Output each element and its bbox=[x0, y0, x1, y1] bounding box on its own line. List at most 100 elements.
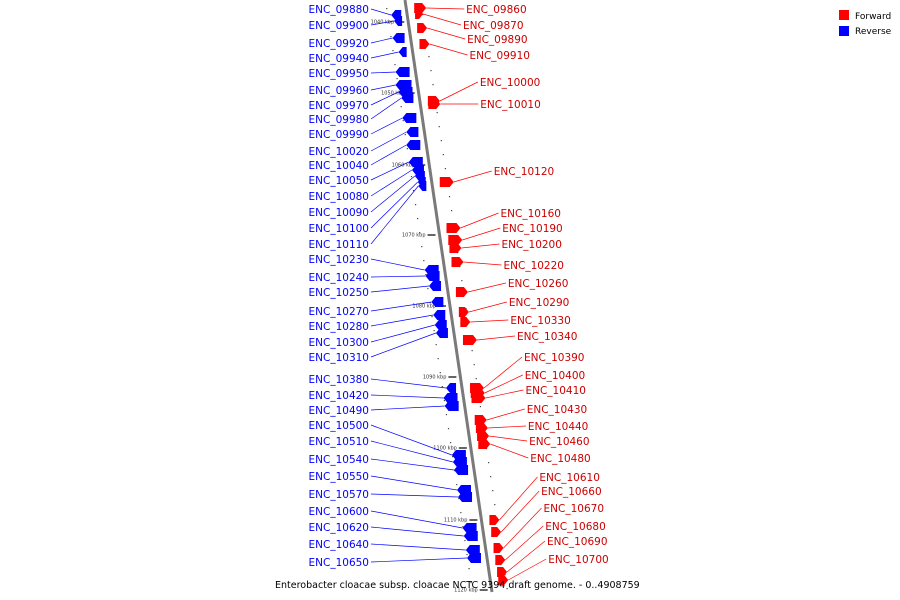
minor-tick bbox=[448, 196, 451, 198]
minor-tick bbox=[396, 78, 398, 80]
reverse-gene-arrow bbox=[431, 297, 444, 307]
minor-tick bbox=[431, 316, 433, 318]
minor-tick bbox=[444, 168, 447, 170]
reverse-gene-label: ENC_10040 bbox=[309, 160, 369, 172]
reverse-gene-label: ENC_09970 bbox=[309, 100, 369, 112]
reverse-gene-label: ENC_10550 bbox=[309, 471, 369, 483]
forward-gene-label: ENC_10480 bbox=[530, 453, 590, 465]
minor-tick bbox=[428, 56, 430, 58]
reverse-connector-line bbox=[370, 20, 395, 26]
forward-connector-line bbox=[467, 282, 506, 293]
forward-connector-line bbox=[429, 43, 468, 56]
reverse-gene-arrow bbox=[462, 523, 477, 533]
minor-tick bbox=[494, 504, 496, 506]
minor-tick bbox=[452, 456, 454, 458]
forward-gene-arrow bbox=[495, 555, 506, 565]
forward-gene-arrow bbox=[439, 177, 454, 187]
reverse-connector-line bbox=[370, 131, 407, 152]
forward-connector-line bbox=[499, 476, 538, 521]
reverse-gene-label: ENC_10050 bbox=[309, 175, 369, 187]
minor-tick bbox=[400, 106, 402, 108]
forward-gene-arrow bbox=[419, 39, 430, 49]
minor-tick bbox=[425, 274, 427, 276]
forward-gene-label: ENC_10430 bbox=[527, 404, 587, 416]
minor-tick bbox=[394, 64, 396, 66]
reverse-gene-label: ENC_10280 bbox=[309, 321, 369, 333]
forward-gene-label: ENC_10670 bbox=[544, 503, 604, 515]
forward-gene-label: ENC_10190 bbox=[502, 223, 562, 235]
minor-tick bbox=[433, 330, 435, 332]
minor-tick bbox=[406, 148, 408, 150]
forward-connector-line bbox=[489, 435, 528, 442]
reverse-gene-label: ENC_10300 bbox=[309, 337, 369, 349]
forward-gene-label: ENC_09910 bbox=[469, 50, 529, 62]
forward-gene-arrow bbox=[451, 257, 464, 267]
reverse-connector-line bbox=[370, 510, 463, 529]
reverse-connector-line bbox=[370, 144, 407, 166]
forward-connector-line bbox=[453, 170, 492, 183]
forward-gene-arrow bbox=[460, 317, 471, 327]
minor-tick bbox=[443, 400, 445, 402]
forward-gene-arrow bbox=[474, 415, 487, 425]
reverse-connector-line bbox=[370, 458, 455, 471]
reverse-connector-line bbox=[370, 185, 419, 245]
reverse-gene-label: ENC_09940 bbox=[309, 53, 369, 65]
reverse-connector-line bbox=[370, 37, 393, 44]
reverse-gene-label: ENC_10100 bbox=[309, 223, 369, 235]
forward-gene-label: ENC_10440 bbox=[528, 421, 588, 433]
reverse-connector-line bbox=[370, 424, 452, 456]
reverse-connector-line bbox=[370, 91, 399, 106]
forward-connector-line bbox=[490, 443, 529, 459]
reverse-gene-arrow bbox=[395, 67, 410, 77]
minor-tick bbox=[460, 512, 462, 514]
reverse-gene-label: ENC_10240 bbox=[309, 272, 369, 284]
reverse-gene-label: ENC_09920 bbox=[309, 38, 369, 50]
reverse-gene-label: ENC_10250 bbox=[309, 287, 369, 299]
reverse-connector-line bbox=[370, 8, 392, 16]
minor-tick bbox=[427, 288, 429, 290]
minor-tick bbox=[404, 134, 406, 136]
reverse-gene-arrow bbox=[408, 157, 423, 167]
reverse-gene-label: ENC_09880 bbox=[309, 4, 369, 16]
forward-gene-label: ENC_09860 bbox=[466, 4, 526, 16]
reverse-connector-line bbox=[370, 181, 418, 229]
minor-tick bbox=[440, 140, 442, 142]
minor-tick bbox=[450, 210, 453, 212]
reverse-connector-line bbox=[370, 161, 409, 181]
forward-gene-arrow bbox=[446, 223, 461, 233]
forward-labels: ENC_09860 ENC_09870 ENC_09890 ENC_09910 ENC_… bbox=[463, 4, 609, 566]
forward-gene-label: ENC_10400 bbox=[525, 370, 585, 382]
reverse-connector-line bbox=[370, 440, 453, 463]
forward-gene-label: ENC_10200 bbox=[501, 239, 561, 251]
scale-label: 1050 kbp bbox=[381, 91, 405, 97]
reverse-gene-label: ENC_09990 bbox=[309, 129, 369, 141]
reverse-gene-label: ENC_10620 bbox=[309, 522, 369, 534]
forward-connector-line bbox=[487, 425, 526, 429]
reverse-gene-arrow bbox=[467, 553, 482, 563]
scale-label: 1070 kbp bbox=[402, 233, 426, 239]
forward-connector-line bbox=[427, 27, 466, 40]
reverse-gene-arrow bbox=[444, 401, 459, 411]
reverse-connector-line bbox=[370, 175, 416, 213]
minor-tick bbox=[506, 588, 508, 590]
reverse-connector-line bbox=[370, 493, 459, 498]
forward-connector-line bbox=[505, 525, 544, 561]
forward-gene-label: ENC_10610 bbox=[539, 472, 599, 484]
forward-gene-label: ENC_10260 bbox=[508, 278, 568, 290]
reverse-gene-arrow bbox=[425, 271, 440, 281]
forward-connector-line bbox=[463, 261, 502, 266]
reverse-gene-label: ENC_10020 bbox=[309, 146, 369, 158]
minor-tick bbox=[461, 280, 463, 282]
legend: Forward Reverse bbox=[839, 10, 892, 37]
forward-connector-line bbox=[503, 507, 542, 549]
reverse-connectors bbox=[370, 8, 468, 563]
minor-tick bbox=[490, 476, 492, 478]
forward-gene-label: ENC_10460 bbox=[529, 436, 589, 448]
reverse-gene-arrow bbox=[463, 531, 478, 541]
reverse-gene-arrow bbox=[406, 127, 419, 137]
reverse-gene-arrow bbox=[433, 310, 446, 320]
minor-tick bbox=[417, 218, 419, 220]
forward-gene-arrow bbox=[477, 431, 490, 441]
forward-gene-label: ENC_10220 bbox=[504, 260, 564, 272]
